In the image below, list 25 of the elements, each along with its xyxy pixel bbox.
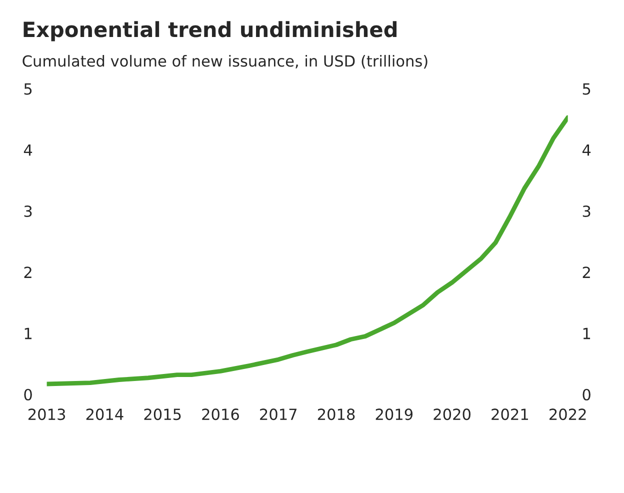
y-tick-label: 5	[24, 83, 32, 95]
x-tick-label: 2015	[144, 408, 181, 420]
y-tick-label: 1	[24, 328, 32, 340]
y2-tick-label: 5	[582, 83, 590, 95]
y-tick-label: 2	[24, 266, 32, 278]
x-tick-label: 2022	[550, 408, 586, 420]
y2-tick-label: 1	[583, 328, 590, 340]
x-tick-label: 2021	[492, 408, 528, 420]
y2-tick-label: 4	[582, 144, 591, 156]
y2-tick-label: 3	[582, 205, 590, 218]
x-tick-label: 2016	[202, 408, 239, 420]
x-tick-label: 2013	[28, 408, 66, 420]
x-tick-label: 2018	[318, 408, 355, 420]
y2-tick-label: 0	[582, 388, 590, 400]
x-tick-label: 2014	[86, 408, 124, 420]
line-series	[46, 115, 568, 386]
x-tick-label: 2017	[260, 408, 297, 420]
chart-title: Exponential trend undiminished	[24, 21, 397, 42]
y2-tick-label: 2	[582, 266, 590, 278]
x-tick-label: 2019	[376, 408, 413, 420]
chart-subtitle: Cumulated volume of new issuance, in USD (trillions)	[22, 54, 428, 69]
y-tick-label: 4	[24, 144, 32, 156]
y-tick-label: 0	[24, 388, 32, 400]
x-tick-label: 2020	[434, 408, 470, 420]
y-tick-label: 3	[24, 205, 32, 218]
